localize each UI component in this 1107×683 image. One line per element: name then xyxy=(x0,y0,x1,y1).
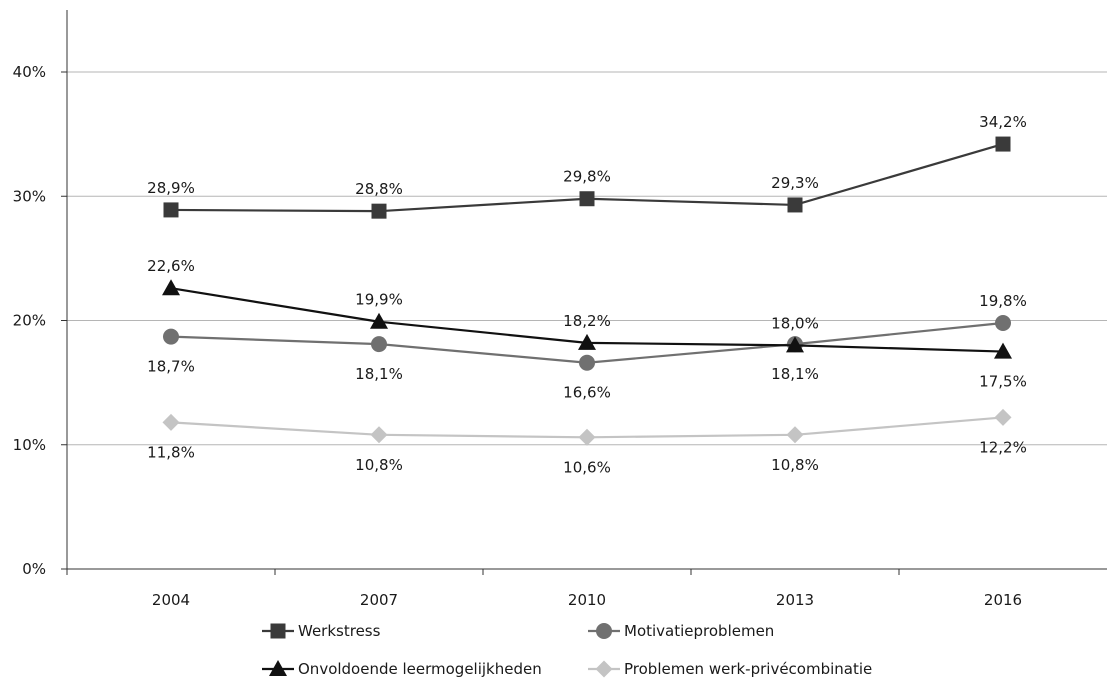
data-label: 18,7% xyxy=(147,358,195,376)
legend-label: Werkstress xyxy=(298,622,381,640)
y-tick-label: 40% xyxy=(13,63,46,81)
legend-item: Problemen werk-privécombinatie xyxy=(588,660,872,678)
data-point-triangle xyxy=(994,342,1012,359)
data-label: 19,9% xyxy=(355,291,403,309)
data-label: 22,6% xyxy=(147,257,195,275)
legend-label: Onvoldoende leermogelijkheden xyxy=(298,660,542,678)
data-label: 10,8% xyxy=(771,456,819,474)
data-point-triangle xyxy=(578,333,596,350)
data-point-square xyxy=(270,623,286,639)
y-tick-label: 10% xyxy=(13,436,46,454)
data-point-circle xyxy=(163,328,179,345)
legend-label: Motivatieproblemen xyxy=(624,622,774,640)
y-tick-label: 30% xyxy=(13,187,46,205)
data-point-diamond xyxy=(994,408,1012,426)
x-tick-label: 2004 xyxy=(152,591,190,609)
data-label: 28,9% xyxy=(147,179,195,197)
data-point-triangle xyxy=(370,312,388,329)
data-point-circle xyxy=(579,354,595,371)
data-point-diamond xyxy=(162,413,180,431)
data-point-square xyxy=(787,197,803,213)
series-circle: 18,7% 18,1% 16,6% 18,1% 19,8% xyxy=(147,292,1027,402)
data-point-square xyxy=(163,202,179,218)
series-square: 28,9% 28,8% 29,8% 29,3% 34,2% xyxy=(147,113,1027,219)
series-triangle: 22,6% 19,9% 18,2% 18,0% 17,5% xyxy=(147,257,1027,390)
data-label: 18,0% xyxy=(771,314,819,332)
data-point-circle xyxy=(371,336,387,353)
data-label: 17,5% xyxy=(979,373,1027,391)
x-tick-label: 2016 xyxy=(984,591,1022,609)
data-point-circle xyxy=(995,314,1011,331)
data-label: 16,6% xyxy=(563,384,611,402)
y-tick-label: 0% xyxy=(22,560,46,578)
data-point-triangle xyxy=(162,279,180,296)
y-tick-label: 20% xyxy=(13,312,46,330)
data-label: 19,8% xyxy=(979,292,1027,310)
series-diamond: 11,8% 10,8% 10,6% 10,8% 12,2% xyxy=(147,408,1027,476)
legend-label: Problemen werk-privécombinatie xyxy=(624,660,872,678)
data-label: 10,8% xyxy=(355,456,403,474)
data-point-square xyxy=(579,191,595,207)
data-label: 28,8% xyxy=(355,180,403,198)
data-label: 12,2% xyxy=(979,438,1027,456)
axes: 0% 10% 20% 30% 40% 2004 2007 2010 2013 2016 xyxy=(13,10,1107,609)
series-group: 28,9% 28,8% 29,8% 29,3% 34,2% 18,7% 18,1% 16,6%… xyxy=(147,113,1027,476)
data-point-square xyxy=(371,203,387,219)
data-point-diamond xyxy=(578,428,596,446)
data-label: 18,1% xyxy=(771,365,819,383)
data-label: 29,3% xyxy=(771,174,819,192)
data-label: 10,6% xyxy=(563,458,611,476)
data-point-square xyxy=(995,136,1011,152)
data-label: 18,2% xyxy=(563,312,611,330)
data-point-diamond xyxy=(786,426,804,444)
data-point-diamond xyxy=(370,426,388,444)
x-tick-label: 2007 xyxy=(360,591,398,609)
legend-item: Werkstress xyxy=(262,622,381,640)
data-label: 34,2% xyxy=(979,113,1027,131)
legend-item: Motivatieproblemen xyxy=(588,622,774,640)
legend-item: Onvoldoende leermogelijkheden xyxy=(262,660,542,678)
data-point-triangle xyxy=(269,660,287,676)
data-label: 18,1% xyxy=(355,365,403,383)
data-point-triangle xyxy=(786,336,804,353)
x-tick-label: 2010 xyxy=(568,591,606,609)
data-label: 11,8% xyxy=(147,443,195,461)
data-label: 29,8% xyxy=(563,168,611,186)
x-tick-label: 2013 xyxy=(776,591,814,609)
data-point-diamond xyxy=(595,660,613,678)
data-point-circle xyxy=(596,623,612,639)
legend: Werkstress Motivatieproblemen Onvoldoende … xyxy=(262,622,872,678)
